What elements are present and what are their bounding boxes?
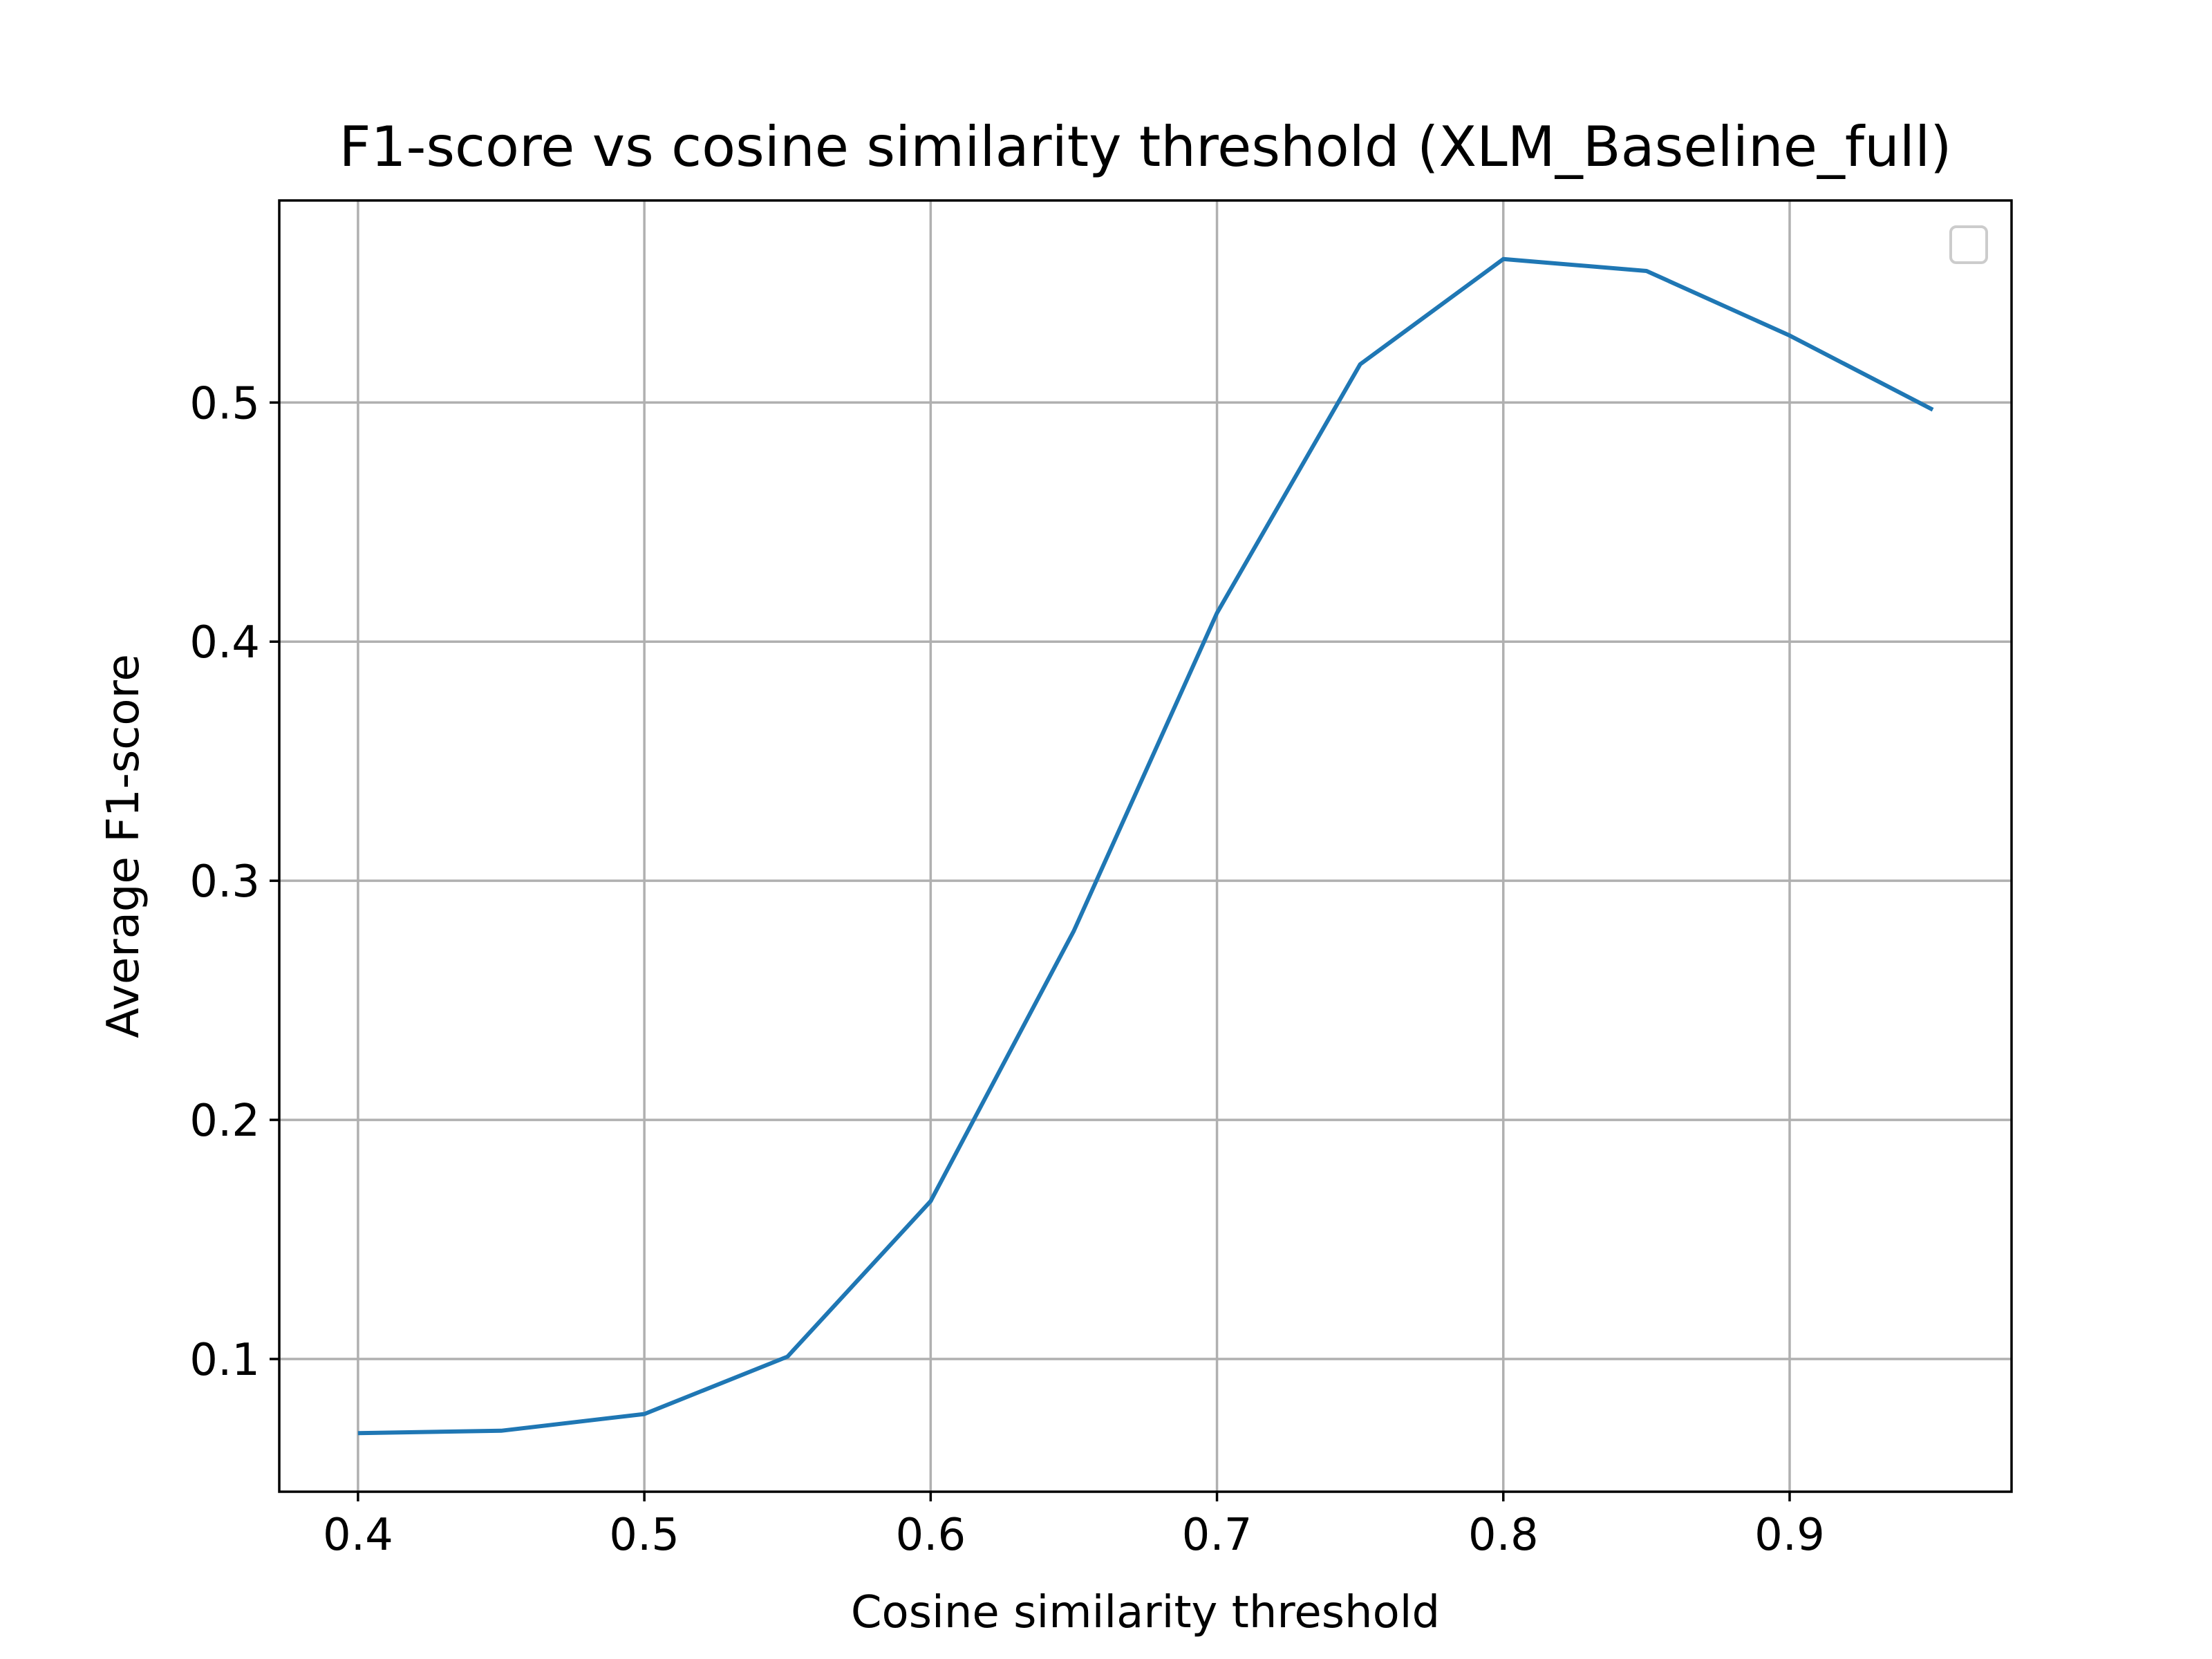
x-tick-label: 0.6 [895,1510,966,1561]
series-layer [357,256,1934,1436]
plot-frame [278,199,2013,1493]
x-tick-label: 0.7 [1182,1510,1253,1561]
x-axis-ticks: 0.4 0.5 0.6 0.7 0.8 0.9 [323,1492,1825,1561]
y-tick-label: 0.3 [189,856,260,908]
x-tick-label: 0.9 [1754,1510,1825,1561]
chart-title: F1-score vs cosine similarity threshold … [339,115,1952,179]
y-axis-label: Average F1-score [98,654,149,1038]
legend-box [1949,225,1988,264]
plot-area [279,200,2012,1492]
series-line [357,256,1934,1436]
y-tick-label: 0.5 [189,378,260,429]
x-tick-label: 0.4 [323,1510,393,1561]
x-tick-label: 0.8 [1468,1510,1539,1561]
y-tick-label: 0.4 [189,617,260,668]
x-tick-label: 0.5 [609,1510,679,1561]
y-tick-label: 0.2 [189,1096,260,1147]
grid [279,200,2012,1492]
y-axis-ticks: 0.1 0.2 0.3 0.4 0.5 [189,378,279,1386]
x-axis-label: Cosine similarity threshold [851,1587,1440,1638]
y-tick-label: 0.1 [189,1335,260,1386]
